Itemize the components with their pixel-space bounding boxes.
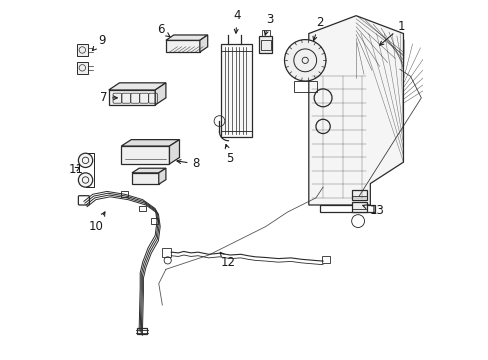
Bar [165, 40, 200, 52]
Bar [121, 146, 169, 164]
Polygon shape [165, 35, 207, 40]
Bar [258, 36, 272, 53]
Bar [260, 40, 270, 50]
Bar [108, 90, 155, 105]
Text: 2: 2 [312, 16, 323, 41]
Circle shape [78, 153, 93, 167]
Text: 4: 4 [233, 9, 241, 33]
Polygon shape [308, 16, 403, 205]
Polygon shape [169, 140, 179, 164]
Bar [293, 81, 316, 92]
Bar [351, 202, 366, 212]
Text: 10: 10 [89, 212, 105, 233]
Text: 12: 12 [220, 252, 235, 269]
Text: 11: 11 [68, 163, 83, 176]
Bar [221, 44, 251, 137]
Text: 6: 6 [157, 23, 169, 37]
Polygon shape [159, 168, 165, 184]
Bar [322, 256, 329, 263]
Bar [132, 173, 159, 184]
Bar [151, 218, 158, 224]
Polygon shape [108, 83, 165, 90]
Text: 1: 1 [379, 20, 405, 45]
Bar [351, 190, 366, 200]
Text: 5: 5 [225, 144, 233, 165]
Polygon shape [77, 62, 88, 73]
Text: 9: 9 [92, 34, 105, 50]
Polygon shape [200, 35, 207, 52]
Polygon shape [77, 44, 88, 56]
Text: 8: 8 [177, 157, 200, 170]
Text: 13: 13 [362, 204, 384, 217]
Polygon shape [132, 168, 165, 173]
Text: 3: 3 [264, 13, 273, 35]
Bar [162, 248, 170, 257]
Polygon shape [121, 140, 179, 146]
Text: 7: 7 [100, 91, 117, 104]
Bar [139, 206, 146, 211]
Bar [136, 328, 146, 334]
Bar [121, 192, 128, 197]
Circle shape [284, 40, 325, 81]
Bar [261, 30, 269, 36]
Circle shape [78, 173, 93, 187]
Polygon shape [155, 83, 165, 105]
